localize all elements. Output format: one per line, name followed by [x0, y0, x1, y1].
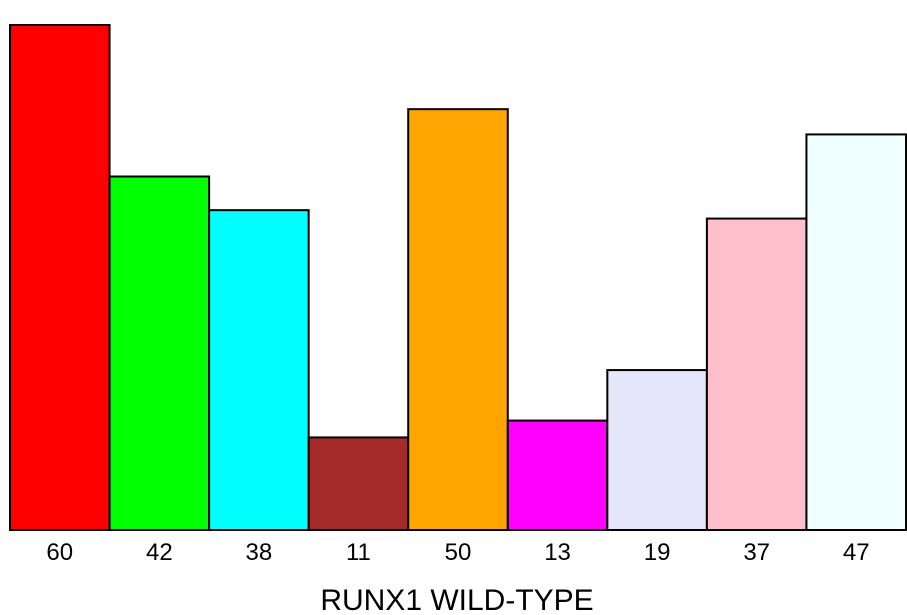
bar-50	[408, 109, 508, 530]
x-tick-label: 11	[346, 539, 371, 566]
bar-38	[209, 210, 309, 530]
x-tick-label: 13	[544, 539, 571, 566]
bars-group	[10, 25, 906, 530]
x-tick-label: 47	[843, 539, 870, 566]
x-tick-label: 42	[146, 539, 173, 566]
x-axis-label: RUNX1 WILD-TYPE	[320, 584, 593, 615]
bar-60	[10, 25, 110, 530]
x-tick-label: 60	[46, 539, 73, 566]
x-tick-label: 50	[445, 539, 472, 566]
bar-37	[707, 219, 807, 530]
bar-13	[508, 421, 608, 530]
bar-11	[309, 437, 409, 530]
bar-19	[607, 370, 707, 530]
x-tick-label: 38	[246, 539, 273, 566]
x-tick-label: 37	[743, 539, 770, 566]
x-tick-label: 19	[644, 539, 671, 566]
bar-42	[110, 177, 210, 531]
bar-47	[806, 134, 906, 530]
tick-labels-group: 60 42 38 11 50 13 19 37 47	[46, 539, 869, 566]
